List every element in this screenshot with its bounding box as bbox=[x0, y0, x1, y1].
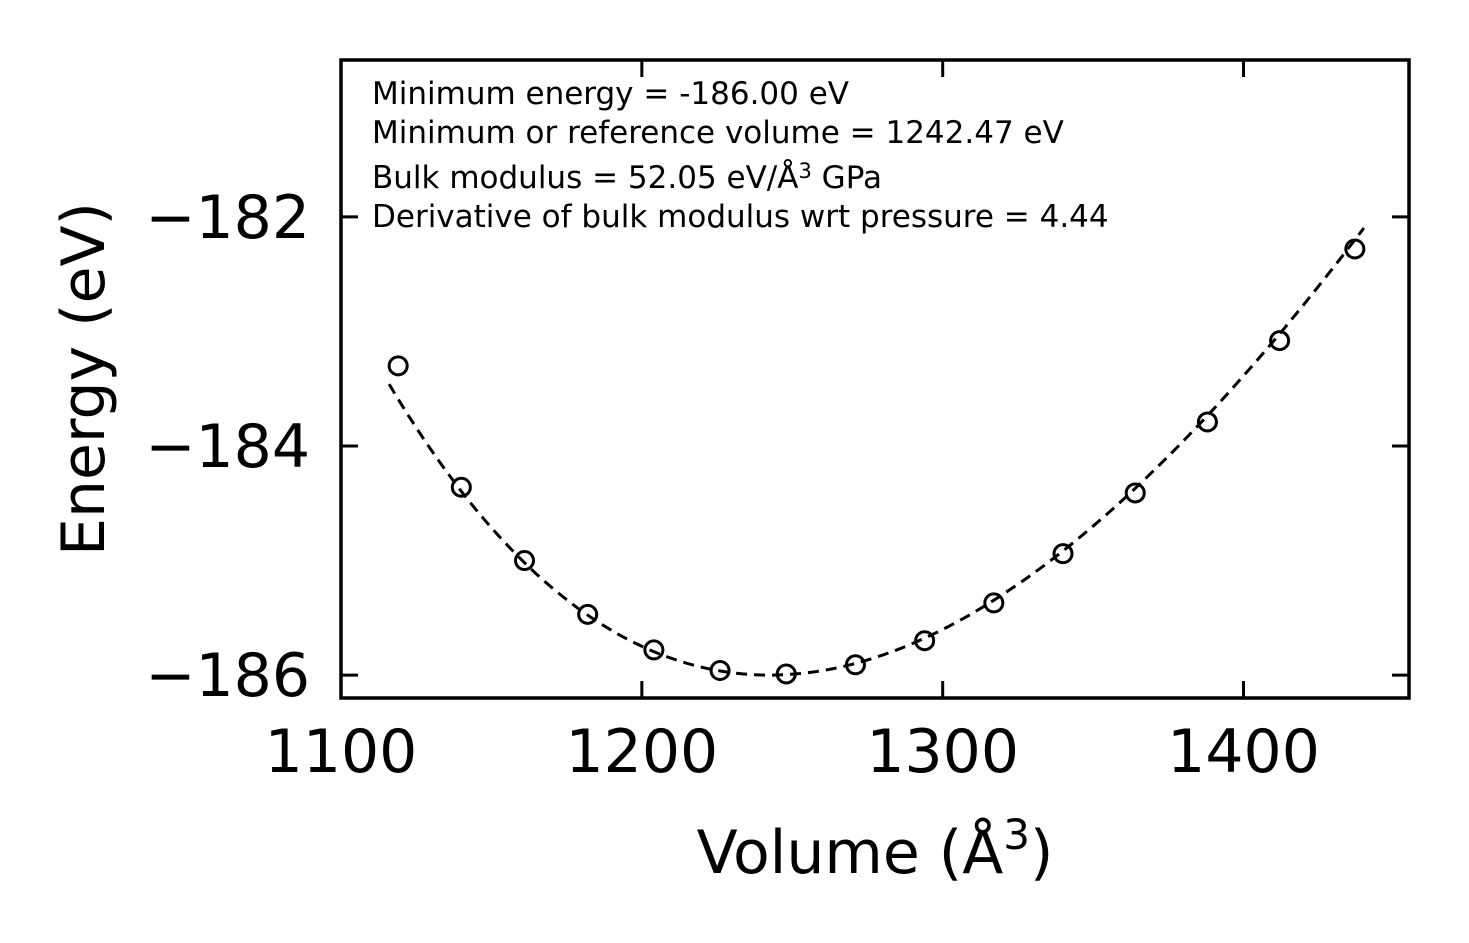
data-point bbox=[1052, 543, 1074, 565]
annotation-bulk-modulus-unit: GPa bbox=[812, 160, 882, 196]
data-point bbox=[844, 654, 866, 676]
data-point bbox=[775, 663, 797, 685]
data-point bbox=[643, 639, 665, 661]
x-tick-label: 1100 bbox=[265, 717, 418, 787]
x-tick-label: 1300 bbox=[866, 717, 1019, 787]
x-axis-label-end: ) bbox=[1030, 818, 1053, 888]
annotation-min-energy: Minimum energy = -186.00 eV bbox=[372, 76, 849, 112]
y-axis-label: Energy (eV) bbox=[49, 202, 119, 556]
data-point bbox=[1344, 238, 1366, 260]
x-axis-label-text: Volume (Å bbox=[697, 817, 1004, 888]
annotation-bulk-modulus: Bulk modulus = 52.05 eV/Å3 GPa bbox=[372, 159, 882, 196]
annotation-min-volume: Minimum or reference volume = 1242.47 eV bbox=[372, 115, 1064, 151]
x-axis-label: Volume (Å3) bbox=[697, 810, 1054, 888]
data-point bbox=[983, 592, 1005, 614]
data-point bbox=[1196, 411, 1218, 433]
eos-fit-curve bbox=[387, 227, 1366, 677]
data-points bbox=[387, 238, 1366, 685]
plot-frame bbox=[339, 58, 1411, 700]
data-point bbox=[1269, 330, 1291, 352]
x-tick-label: 1400 bbox=[1167, 717, 1320, 787]
y-tick-label: −186 bbox=[145, 641, 310, 711]
y-tick-label: −184 bbox=[145, 412, 310, 482]
x-axis-label-sup: 3 bbox=[1003, 810, 1030, 859]
data-point bbox=[387, 355, 409, 377]
annotation-bulk-modulus-derivative: Derivative of bulk modulus wrt pressure … bbox=[372, 199, 1109, 235]
data-point bbox=[577, 603, 599, 625]
x-ticks: 1100 1200 1300 1400 bbox=[265, 60, 1320, 787]
data-point bbox=[450, 476, 472, 498]
data-point bbox=[709, 660, 731, 682]
y-ticks: −182 −184 −186 bbox=[145, 183, 1409, 711]
annotation-bulk-modulus-text: Bulk modulus = 52.05 eV/Å bbox=[372, 160, 798, 196]
data-point bbox=[514, 550, 536, 572]
x-tick-label: 1200 bbox=[565, 717, 718, 787]
annotation-bulk-modulus-sup: 3 bbox=[798, 159, 811, 183]
y-tick-label: −182 bbox=[145, 183, 310, 253]
data-point bbox=[1124, 482, 1146, 504]
data-point bbox=[914, 630, 936, 652]
